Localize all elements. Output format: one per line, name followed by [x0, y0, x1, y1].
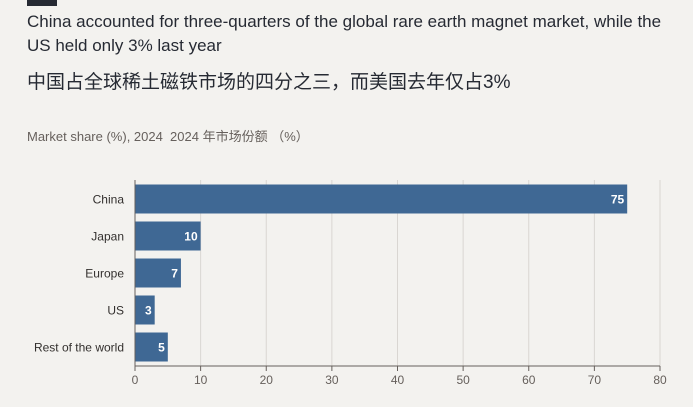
bar-japan: [135, 221, 201, 251]
header-rule: [27, 0, 57, 6]
x-tick-label: 60: [522, 373, 536, 387]
bar-europe: [135, 258, 181, 288]
value-label: 7: [171, 267, 178, 281]
category-labels: China Japan Europe US Rest of the world: [34, 193, 124, 355]
category-label: Rest of the world: [34, 341, 124, 355]
x-tick-label: 70: [588, 373, 602, 387]
x-tick-label: 20: [260, 373, 274, 387]
value-label: 10: [184, 230, 198, 244]
x-axis: 0 10 20 30 40 50 60 70 80: [132, 180, 667, 387]
chart-title-zh: 中国占全球稀土磁铁市场的四分之三，而美国去年仅占3%: [27, 72, 511, 93]
x-tick-label: 50: [456, 373, 470, 387]
x-tick-label: 80: [653, 373, 667, 387]
x-tick-label: 40: [391, 373, 405, 387]
value-label: 3: [145, 304, 152, 318]
category-label: US: [107, 304, 124, 318]
bar-us: [135, 295, 155, 325]
category-label: China: [93, 193, 125, 207]
bars: 75 10 7 3 5: [135, 184, 628, 362]
value-label: 5: [158, 341, 165, 355]
x-tick-label: 10: [194, 373, 208, 387]
chart-subtitle: Market share (%), 2024 2024 年市场份额 （%）: [27, 129, 309, 144]
category-label: Japan: [91, 230, 124, 244]
x-tick-label: 0: [132, 373, 139, 387]
bar-rest-of-the-world: [135, 332, 168, 362]
x-tick-label: 30: [325, 373, 339, 387]
category-label: Europe: [85, 267, 124, 281]
value-label: 75: [611, 193, 625, 207]
bar-china: [135, 184, 628, 214]
chart-title-en: China accounted for three-quarters of th…: [27, 12, 662, 55]
